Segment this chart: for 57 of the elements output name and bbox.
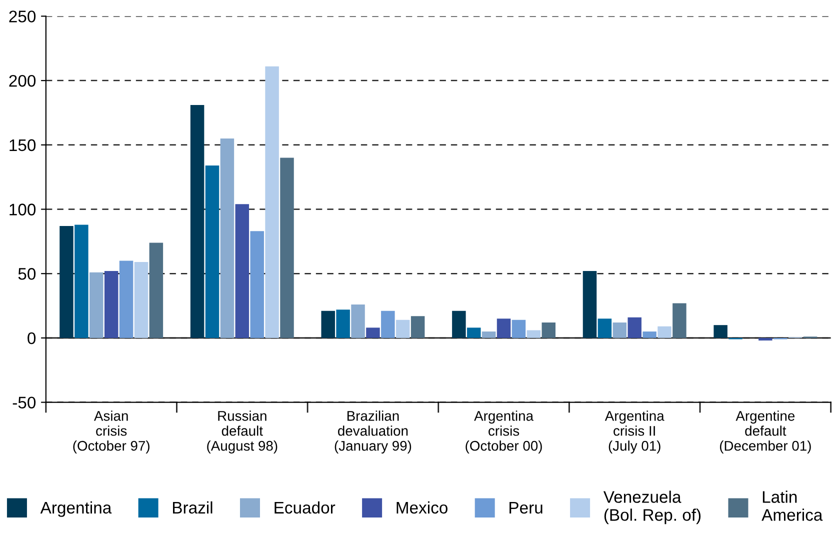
bar — [628, 317, 642, 338]
bar — [582, 271, 597, 338]
bar — [190, 105, 204, 338]
legend-label: Mexico — [396, 501, 448, 514]
bar — [612, 322, 627, 338]
legend-label: Ecuador — [274, 501, 336, 514]
bar — [381, 310, 395, 338]
bar — [672, 303, 686, 338]
y-tick-label: 0 — [28, 332, 36, 344]
y-tick-label: -50 — [12, 396, 36, 409]
legend-label: Peru — [510, 502, 542, 514]
bar — [149, 242, 164, 338]
bar — [336, 310, 350, 338]
y-tick-label: 50 — [18, 268, 36, 280]
y-tick-label: 100 — [10, 204, 36, 216]
bar — [104, 271, 118, 338]
x-tick-label: Argentina crisis (October 00) — [466, 410, 542, 454]
bar — [714, 325, 728, 338]
bar — [119, 260, 134, 338]
y-tick-label: 200 — [9, 74, 36, 87]
bar — [512, 320, 526, 338]
bar — [758, 338, 772, 341]
bar — [321, 310, 335, 338]
bar — [60, 226, 74, 338]
bar — [658, 326, 672, 338]
bar — [467, 328, 481, 338]
legend-label: Argentina — [40, 501, 112, 517]
x-tick-label: Brazilian devaluation (January 99) — [334, 410, 412, 454]
bar — [74, 224, 88, 338]
bar — [205, 165, 220, 338]
bar — [280, 158, 294, 338]
bar — [482, 332, 496, 338]
legend-label: Venezuela (Bol. Rep. of) — [603, 490, 701, 524]
bar — [526, 330, 541, 338]
y-tick-label: 250 — [9, 10, 36, 22]
bar — [235, 204, 250, 338]
x-tick-label: Asian crisis (October 97) — [73, 410, 150, 454]
bar — [220, 138, 234, 338]
bar — [90, 272, 104, 338]
bar — [410, 316, 425, 338]
bar — [250, 231, 264, 338]
bar — [496, 318, 511, 338]
y-tick-label: 150 — [10, 139, 36, 152]
bar — [265, 66, 279, 338]
bar — [598, 318, 612, 338]
bar — [642, 332, 656, 338]
bar — [452, 310, 466, 338]
x-tick-label: Russian default (August 98) — [207, 410, 278, 454]
bar — [396, 320, 410, 338]
bar — [366, 328, 380, 338]
bar — [542, 322, 556, 338]
x-tick-label: Argentina crisis II (July 01) — [604, 410, 664, 454]
bar — [351, 304, 365, 338]
legend-label: Brazil — [173, 501, 212, 514]
bar — [134, 262, 148, 338]
legend-label: Latin America — [762, 490, 823, 521]
x-tick-label: Argentine default (December 01) — [720, 410, 811, 454]
